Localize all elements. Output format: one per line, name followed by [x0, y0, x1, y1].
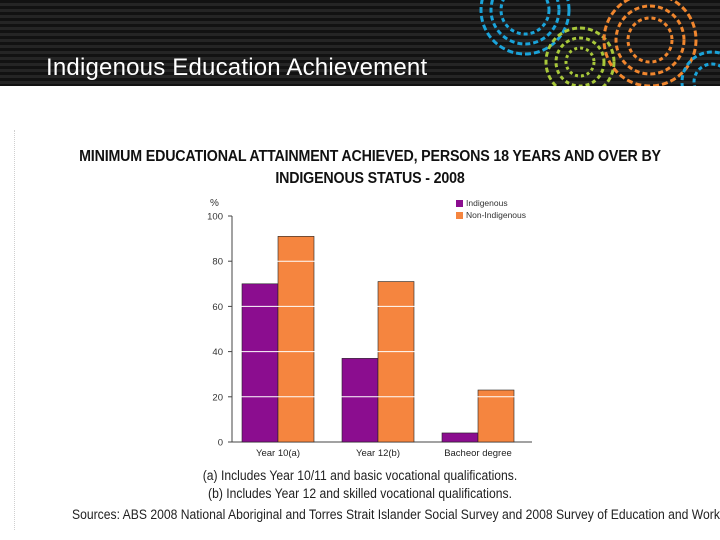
chart-legend: Indigenous Non-Indigenous — [456, 198, 526, 220]
chart-title-line2: INDIGENOUS STATUS - 2008 — [275, 170, 465, 187]
header-stripes — [0, 0, 720, 86]
y-tick-label: 60 — [212, 302, 223, 313]
legend-label: Non-Indigenous — [466, 210, 526, 220]
y-tick-label: 0 — [218, 438, 223, 449]
chart-title-line1: MINIMUM EDUCATIONAL ATTAINMENT ACHIEVED,… — [79, 148, 661, 165]
x-tick-label: Year 10(a) — [256, 448, 300, 459]
x-tick-label: Bacheor degree — [444, 448, 512, 459]
legend-swatch — [456, 212, 463, 219]
x-tick-label: Year 12(b) — [356, 448, 400, 459]
footnote-b: (b) Includes Year 12 and skilled vocatio… — [208, 486, 512, 501]
y-tick-label: 100 — [207, 212, 223, 223]
slide-header: Indigenous Education Achievement — [0, 0, 720, 86]
y-ticks: 0 20 40 60 80 100 — [207, 212, 232, 449]
y-tick-label: 80 — [212, 257, 223, 268]
bar — [277, 236, 315, 443]
bar — [341, 358, 379, 443]
y-tick-label: 20 — [212, 392, 223, 403]
bar — [477, 389, 515, 443]
slide-title: Indigenous Education Achievement — [46, 54, 428, 81]
bars — [233, 236, 532, 443]
x-tick-labels: Year 10(a) Year 12(b) Bacheor degree — [256, 448, 512, 459]
y-axis-label: % — [210, 198, 219, 209]
bar — [241, 283, 279, 443]
bar — [441, 432, 479, 443]
bar — [377, 281, 415, 443]
colorful-rings-icon — [479, 0, 720, 86]
legend-swatch — [456, 200, 463, 207]
chart-title: MINIMUM EDUCATIONAL ATTAINMENT ACHIEVED,… — [66, 146, 673, 190]
slide-left-border — [14, 130, 15, 530]
source-note: Sources: ABS 2008 National Aboriginal an… — [72, 507, 720, 522]
legend-label: Indigenous — [466, 198, 508, 208]
y-tick-label: 40 — [212, 347, 223, 358]
footnote-a: (a) Includes Year 10/11 and basic vocati… — [202, 468, 518, 483]
